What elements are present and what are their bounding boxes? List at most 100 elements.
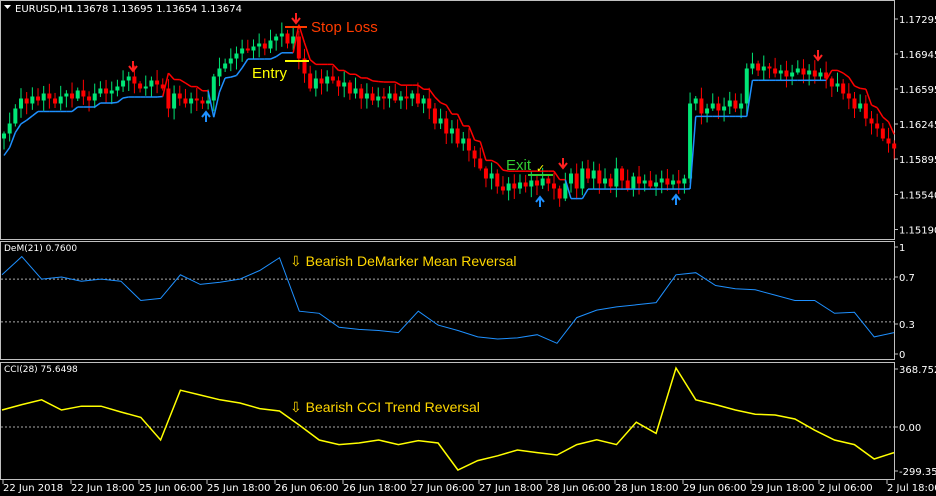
trailing-stop-segment	[270, 55, 277, 60]
trailing-stop-segment	[332, 63, 340, 71]
collapse-triangle-icon[interactable]	[4, 5, 11, 9]
candle-body	[466, 138, 471, 151]
candle-body	[654, 182, 659, 187]
price-tick-label: 1.15895	[899, 155, 936, 166]
trailing-stop-segment	[26, 115, 33, 121]
trailing-stop-segment	[445, 104, 453, 115]
candle-body	[189, 98, 194, 104]
dem-line	[1, 255, 895, 344]
candle-body	[835, 83, 840, 87]
trailing-stop-segment	[876, 107, 884, 118]
trailing-stop-segment	[196, 85, 203, 92]
sell-arrow-icon	[558, 158, 568, 170]
trailing-stop-segment	[564, 179, 572, 199]
candle-body	[336, 80, 341, 87]
candle-body	[194, 98, 199, 101]
candle-body	[586, 168, 591, 179]
trailing-stop-segment	[378, 80, 384, 83]
candle-body	[858, 103, 863, 109]
price-tick-label: 1.16945	[899, 50, 936, 61]
candle-body	[19, 98, 24, 109]
candle-body	[319, 78, 324, 84]
candle-body	[483, 168, 488, 179]
main-panel-frame	[0, 0, 895, 240]
candle-body	[115, 86, 120, 91]
trailing-stop-segment	[235, 67, 243, 76]
candle-body	[824, 72, 829, 79]
candle-body	[557, 188, 562, 199]
price-tick-label: 1.16245	[899, 120, 936, 131]
dem-tick-label: 0.7	[899, 273, 915, 284]
time-tick-label: 29 Jun 06:00	[683, 483, 747, 494]
trailing-stop-segment	[207, 90, 215, 118]
trailing-stop-segment	[275, 52, 283, 58]
candle-body	[2, 133, 6, 139]
candle-body	[245, 48, 250, 51]
candle-body	[659, 178, 664, 183]
trailing-stop-segment	[871, 104, 878, 109]
candle-body	[285, 33, 290, 44]
candle-body	[262, 43, 267, 49]
candle-body	[461, 138, 466, 144]
candle-body	[53, 98, 58, 104]
candle-body	[228, 58, 233, 64]
candle-body	[665, 178, 670, 185]
candle-body	[308, 73, 313, 89]
candle-body	[257, 43, 262, 47]
candle-body	[421, 98, 426, 104]
candle-body	[671, 180, 676, 185]
candle-body	[880, 128, 885, 139]
dem-tick-label: 0.3	[899, 320, 915, 331]
candle-body	[172, 93, 177, 109]
trailing-stop-segment	[479, 141, 487, 161]
dem-tick-label: 0	[899, 350, 905, 361]
candle-body	[92, 93, 97, 101]
candle-body	[427, 98, 432, 109]
candle-body	[500, 186, 505, 191]
trailing-stop-segment	[162, 72, 170, 97]
candle-body	[841, 83, 846, 94]
candle-body	[404, 96, 409, 99]
candle-body	[240, 48, 245, 54]
candle-body	[489, 173, 494, 179]
candle-body	[149, 80, 154, 87]
candle-body	[801, 68, 806, 75]
candle-body	[591, 170, 596, 179]
candle-body	[13, 108, 18, 124]
candle-body	[631, 176, 636, 189]
time-tick-label: 26 Jun 18:00	[343, 483, 407, 494]
sell-arrow-icon	[813, 50, 823, 62]
trailing-stop-segment	[440, 102, 447, 106]
candle-body	[81, 90, 86, 97]
trailing-stop-segment	[14, 123, 22, 133]
entry-label: Entry	[252, 65, 288, 82]
trailing-stop-segment	[185, 82, 192, 88]
candle-body	[347, 82, 352, 94]
trailing-stop-segment	[355, 73, 362, 79]
buy-arrow-icon	[671, 193, 681, 205]
candle-body	[7, 123, 12, 134]
candle-body	[705, 108, 710, 114]
candle-body	[104, 88, 109, 94]
candle-body	[432, 108, 437, 124]
candle-body	[251, 46, 256, 51]
candle-body	[302, 58, 307, 74]
candle-body	[529, 180, 534, 187]
candle-body	[138, 83, 143, 89]
trailing-stop-segment	[848, 76, 856, 87]
candle-body	[722, 106, 727, 111]
candle-body	[829, 78, 834, 87]
candle-body	[784, 70, 789, 77]
candle-body	[512, 183, 517, 189]
cci-line	[1, 366, 895, 471]
candle-body	[313, 78, 318, 89]
candle-body	[767, 66, 772, 69]
candle-body	[648, 180, 653, 187]
candle-body	[574, 173, 579, 189]
candle-body	[183, 98, 188, 104]
cci-tick-label: 368.7522	[899, 365, 936, 376]
candle-body	[58, 96, 63, 104]
candle-body	[637, 176, 642, 184]
candle-body	[438, 118, 443, 124]
